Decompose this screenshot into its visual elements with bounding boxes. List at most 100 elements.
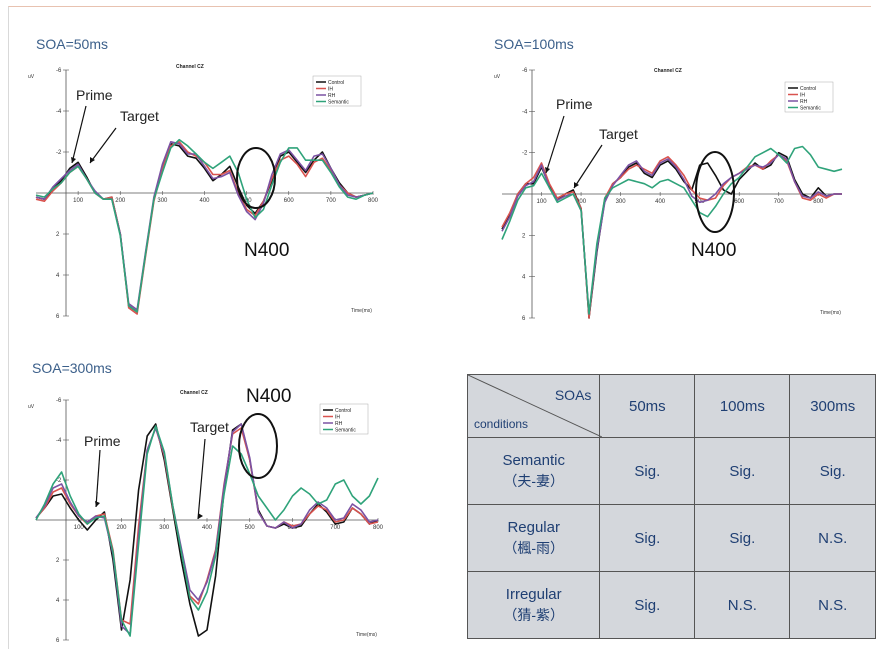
target-arrowhead <box>198 513 203 519</box>
prime-arrow <box>95 449 101 508</box>
y-tick-label: 6 <box>522 316 526 322</box>
target-label: Target <box>599 126 638 142</box>
x-tick-label: 400 <box>202 525 213 531</box>
y-tick-label: -4 <box>56 109 62 115</box>
erp-panel-soa100: Channel CZ uV -6 -4 -2 2 4 6 100 200 300 400 500 600 7… <box>494 60 854 331</box>
prime-arrowhead <box>71 157 76 163</box>
prime-label: Prime <box>84 433 121 449</box>
column-header: 100ms <box>694 374 791 438</box>
x-tick-label: 600 <box>284 198 295 204</box>
x-tick-label: 800 <box>813 199 824 205</box>
column-header: 50ms <box>599 374 696 438</box>
x-tick-label: 700 <box>774 199 785 205</box>
legend-label: RH <box>328 93 336 99</box>
channel-title: Channel CZ <box>180 390 208 396</box>
result-cell: N.S. <box>789 504 876 572</box>
x-tick-label: 400 <box>200 198 211 204</box>
legend-label: Control <box>328 80 344 86</box>
condition-chars: （楓-雨） <box>503 540 565 556</box>
n400-ellipse <box>695 151 735 233</box>
significance-table: SOAs conditions 50ms 100ms 300ms Semanti… <box>466 374 876 639</box>
series-line-rh <box>501 153 842 315</box>
channel-title: Channel CZ <box>176 64 204 70</box>
y-tick-label: -4 <box>56 438 62 444</box>
y-tick-label: 4 <box>56 598 60 604</box>
result-cell: Sig. <box>599 437 696 505</box>
condition-cell: Regular （楓-雨） <box>466 504 601 572</box>
column-header: 300ms <box>789 374 876 438</box>
y-tick-label: 4 <box>56 273 60 279</box>
legend-label: IH <box>328 87 333 93</box>
target-arrowhead <box>90 157 95 163</box>
n400-label: N400 <box>691 240 736 261</box>
n400-label: N400 <box>246 386 291 407</box>
legend-label: Control <box>800 86 816 92</box>
condition-chars: （猜-紫） <box>503 607 565 623</box>
channel-title: Channel CZ <box>654 68 682 74</box>
result-cell: N.S. <box>789 571 876 639</box>
table-corner-cell: SOAs conditions <box>466 374 602 438</box>
header-conditions: conditions <box>474 417 529 431</box>
target-label: Target <box>120 108 159 124</box>
figure-frame <box>8 6 871 649</box>
legend-label: IH <box>335 415 340 421</box>
x-tick-label: 500 <box>245 525 256 531</box>
result-cell: Sig. <box>694 504 791 572</box>
y-tick-label: -6 <box>522 68 528 74</box>
legend-label: Semantic <box>800 106 821 112</box>
y-axis-label: uV <box>28 74 35 80</box>
y-tick-label: 2 <box>56 232 60 238</box>
condition-cell: Semantic （夫-妻） <box>466 437 601 505</box>
prime-arrowhead <box>545 167 550 173</box>
target-arrow <box>573 144 603 189</box>
soa-50-title: SOA=50ms <box>36 36 108 52</box>
legend-label: Semantic <box>328 100 349 106</box>
x-tick-label: 200 <box>115 198 126 204</box>
condition-chars: （夫-妻） <box>503 473 565 489</box>
y-tick-label: 6 <box>56 314 60 320</box>
legend-label: RH <box>335 421 343 427</box>
target-arrowhead <box>574 182 579 188</box>
x-tick-label: 200 <box>576 199 587 205</box>
y-tick-label: -6 <box>56 398 62 404</box>
condition-name: Regular <box>507 519 560 536</box>
result-cell: N.S. <box>694 571 791 639</box>
y-tick-label: -6 <box>56 68 62 74</box>
x-tick-label: 700 <box>330 525 341 531</box>
target-arrow <box>89 127 117 164</box>
legend-label: RH <box>800 99 808 105</box>
y-tick-label: -2 <box>56 478 62 484</box>
series-line-control <box>35 143 374 313</box>
y-tick-label: 2 <box>56 558 60 564</box>
x-tick-label: 100 <box>73 198 84 204</box>
x-tick-label: 300 <box>157 198 168 204</box>
x-axis-label: Time(ms) <box>356 632 377 638</box>
legend-label: Semantic <box>335 428 356 434</box>
condition-cell: Irregular （猜-紫） <box>466 571 601 639</box>
result-cell: Sig. <box>599 504 696 572</box>
y-tick-label: 4 <box>522 275 526 281</box>
header-soas: SOAs <box>554 387 592 403</box>
x-tick-label: 100 <box>74 525 85 531</box>
prime-arrow <box>545 115 565 174</box>
result-cell: Sig. <box>789 437 876 505</box>
table-row: Regular （楓-雨） Sig. Sig. N.S. <box>466 504 876 572</box>
x-tick-label: 600 <box>734 199 745 205</box>
table-row: Semantic （夫-妻） Sig. Sig. Sig. <box>466 437 876 505</box>
x-tick-label: 300 <box>159 525 170 531</box>
y-tick-label: -2 <box>56 150 62 156</box>
y-axis-label: uV <box>494 74 501 80</box>
table-header-row: SOAs conditions 50ms 100ms 300ms <box>466 374 876 438</box>
series-line-semantic <box>35 138 374 313</box>
series-line-control <box>501 151 842 319</box>
legend-label: Control <box>335 408 351 414</box>
result-cell: Sig. <box>694 437 791 505</box>
y-axis-label: uV <box>28 404 35 410</box>
legend-label: IH <box>800 93 805 99</box>
erp-panel-soa50: Channel CZ uV -6 -4 -2 2 4 6 100 200 300 400 500 600 7… <box>28 60 388 331</box>
result-cell: Sig. <box>599 571 696 639</box>
